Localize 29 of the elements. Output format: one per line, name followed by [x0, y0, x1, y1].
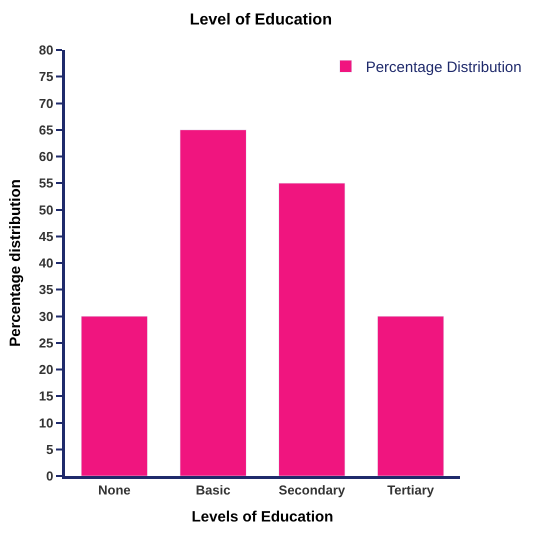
bar: [81, 316, 148, 476]
y-tick-label: 70: [38, 96, 54, 111]
y-tick-label: 35: [38, 282, 54, 298]
y-tick-label: 50: [38, 202, 54, 218]
y-tick-label: 65: [38, 122, 54, 138]
x-tick-label: Tertiary: [387, 482, 435, 498]
y-tick-label: 30: [38, 308, 54, 324]
x-axis-title: Levels of Education: [192, 508, 334, 526]
bar: [278, 182, 346, 476]
y-tick-label: 75: [38, 69, 54, 84]
y-tick-label: 25: [38, 335, 54, 350]
y-tick-label: 20: [38, 362, 54, 378]
legend-label: Percentage Distribution: [366, 59, 522, 76]
y-tick-label: 45: [38, 228, 54, 244]
y-tick-label: 15: [38, 388, 54, 404]
y-axis-title: Percentage distribution: [7, 179, 24, 347]
y-tick-label: 0: [46, 468, 54, 484]
y-tick-label: 80: [38, 42, 54, 58]
y-tick-label: 10: [38, 415, 54, 430]
chart-title: Level of Education: [190, 12, 332, 29]
y-tick-label: 55: [38, 176, 54, 191]
x-tick-label: Secondary: [278, 482, 346, 498]
y-tick-label: 5: [46, 442, 54, 457]
x-tick-label: None: [98, 482, 131, 498]
y-tick-label: 40: [38, 256, 54, 271]
x-tick-label: Basic: [196, 482, 230, 498]
bar: [180, 130, 246, 476]
y-tick-label: 60: [38, 149, 54, 164]
bar: [377, 316, 444, 476]
